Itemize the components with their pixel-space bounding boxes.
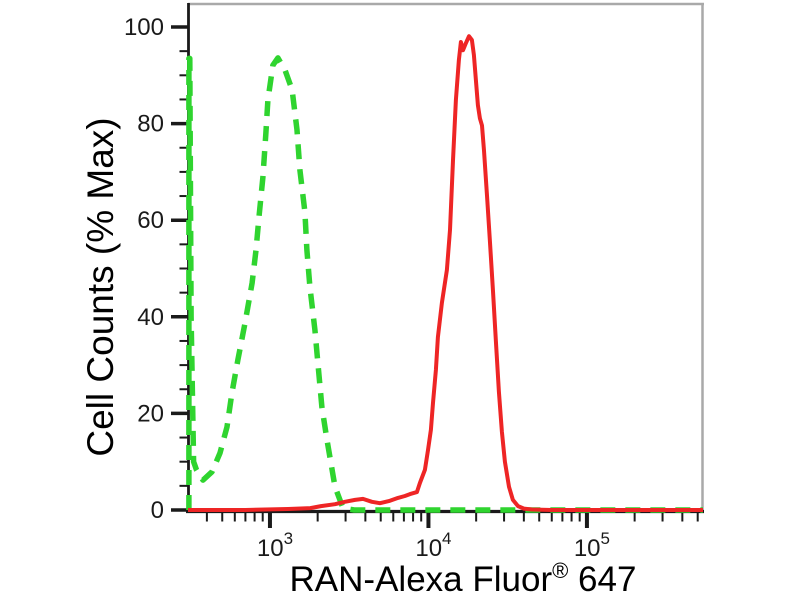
x-tick-label-exponent: 4 <box>442 529 451 548</box>
y-axis-tick-labels: 0 20 40 60 80 100 <box>124 14 164 524</box>
x-tick-label-base: 10 <box>415 535 442 562</box>
plot-frame <box>186 2 704 514</box>
y-tick-label: 20 <box>137 400 164 427</box>
curve-control-green-dashed <box>186 55 703 513</box>
x-tick-label-base: 10 <box>574 535 601 562</box>
y-tick-label: 0 <box>151 497 164 524</box>
x-tick-label-base: 10 <box>257 535 284 562</box>
curve-ran-red-solid <box>188 34 703 512</box>
y-tick-label: 40 <box>137 304 164 331</box>
x-axis-title: RAN-Alexa Fluor® 647 <box>290 558 637 599</box>
x-tick-label-exponent: 3 <box>284 529 293 548</box>
x-axis-title-suffix: 647 <box>568 560 636 599</box>
x-tick-label: 104 <box>415 529 451 562</box>
x-axis-ticks <box>205 511 699 528</box>
x-axis-title-main: RAN-Alexa Fluor <box>290 560 553 599</box>
y-tick-label: 80 <box>137 111 164 138</box>
registered-trademark-symbol: ® <box>552 558 568 583</box>
histogram-curves <box>186 34 703 513</box>
y-tick-label: 100 <box>124 14 164 41</box>
y-tick-label: 60 <box>137 207 164 234</box>
x-tick-label: 105 <box>574 529 610 562</box>
x-tick-label: 103 <box>257 529 293 562</box>
x-tick-label-exponent: 5 <box>601 529 610 548</box>
x-axis-tick-labels: 103 104 105 <box>257 529 610 562</box>
y-axis-title: Cell Counts (% Max) <box>80 117 121 456</box>
